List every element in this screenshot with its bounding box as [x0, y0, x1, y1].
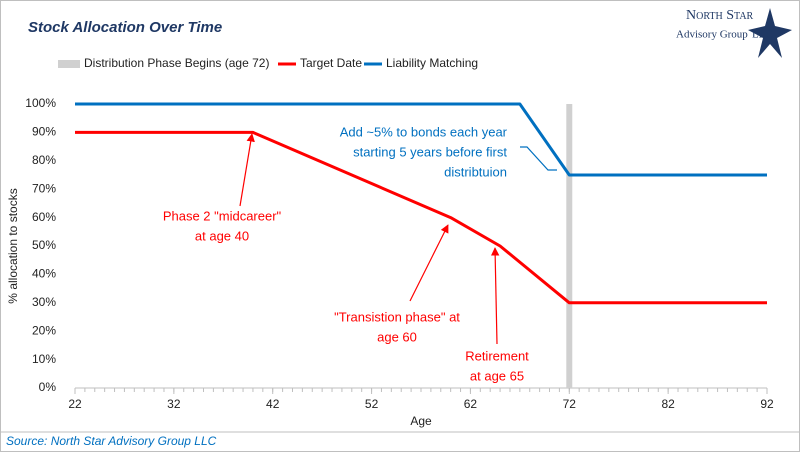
- legend-label: Liability Matching: [386, 56, 478, 70]
- phase-band: [566, 104, 573, 388]
- y-tick-label: 0%: [39, 380, 57, 394]
- y-axis-label: % allocation to stocks: [6, 188, 20, 303]
- x-axis-label: Age: [410, 414, 432, 428]
- arrow: [239, 133, 255, 207]
- annotation: starting 5 years before first: [353, 144, 507, 159]
- annotation: Retirement: [465, 348, 529, 363]
- y-tick-label: 90%: [32, 125, 56, 139]
- arrow: [409, 224, 449, 302]
- x-tick-label: 72: [563, 397, 577, 411]
- y-tick-label: 100%: [25, 96, 56, 110]
- annotation: at age 40: [195, 228, 249, 243]
- logo-line: Advisory Group: [676, 29, 748, 41]
- x-tick-label: 22: [68, 397, 82, 411]
- logo-star: [748, 8, 792, 58]
- y-tick-label: 10%: [32, 352, 56, 366]
- annotation: age 60: [377, 329, 417, 344]
- legend-swatch: [58, 60, 80, 68]
- y-tick-label: 30%: [32, 295, 56, 309]
- annotation: distribtuion: [444, 164, 507, 179]
- x-tick-label: 82: [661, 397, 675, 411]
- annotation: "Transistion phase" at: [334, 309, 460, 324]
- chart-title: Stock Allocation Over Time: [28, 19, 222, 36]
- y-tick-label: 60%: [32, 210, 56, 224]
- y-tick-label: 80%: [32, 153, 56, 167]
- series-line: [75, 130, 767, 305]
- y-tick-label: 20%: [32, 323, 56, 337]
- x-tick-label: 52: [365, 397, 379, 411]
- legend-label: Target Date: [300, 56, 362, 70]
- annotation: Phase 2 "midcareer": [163, 208, 282, 223]
- series-line: [75, 102, 767, 177]
- y-tick-label: 70%: [32, 181, 56, 195]
- arrow: [490, 247, 500, 345]
- legend-label: Distribution Phase Begins (age 72): [84, 56, 269, 70]
- annotation: Add ~5% to bonds each year: [340, 124, 508, 139]
- bracket: [520, 146, 557, 171]
- y-tick-label: 50%: [32, 238, 56, 252]
- logo-line: LLC: [752, 29, 773, 41]
- x-tick-label: 92: [760, 397, 774, 411]
- x-tick-label: 32: [167, 397, 181, 411]
- x-tick-label: 62: [464, 397, 478, 411]
- x-tick-label: 42: [266, 397, 280, 411]
- annotation: at age 65: [470, 368, 524, 383]
- source: Source: North Star Advisory Group LLC: [6, 434, 217, 448]
- logo-name: North Star: [686, 8, 754, 23]
- y-tick-label: 40%: [32, 267, 56, 281]
